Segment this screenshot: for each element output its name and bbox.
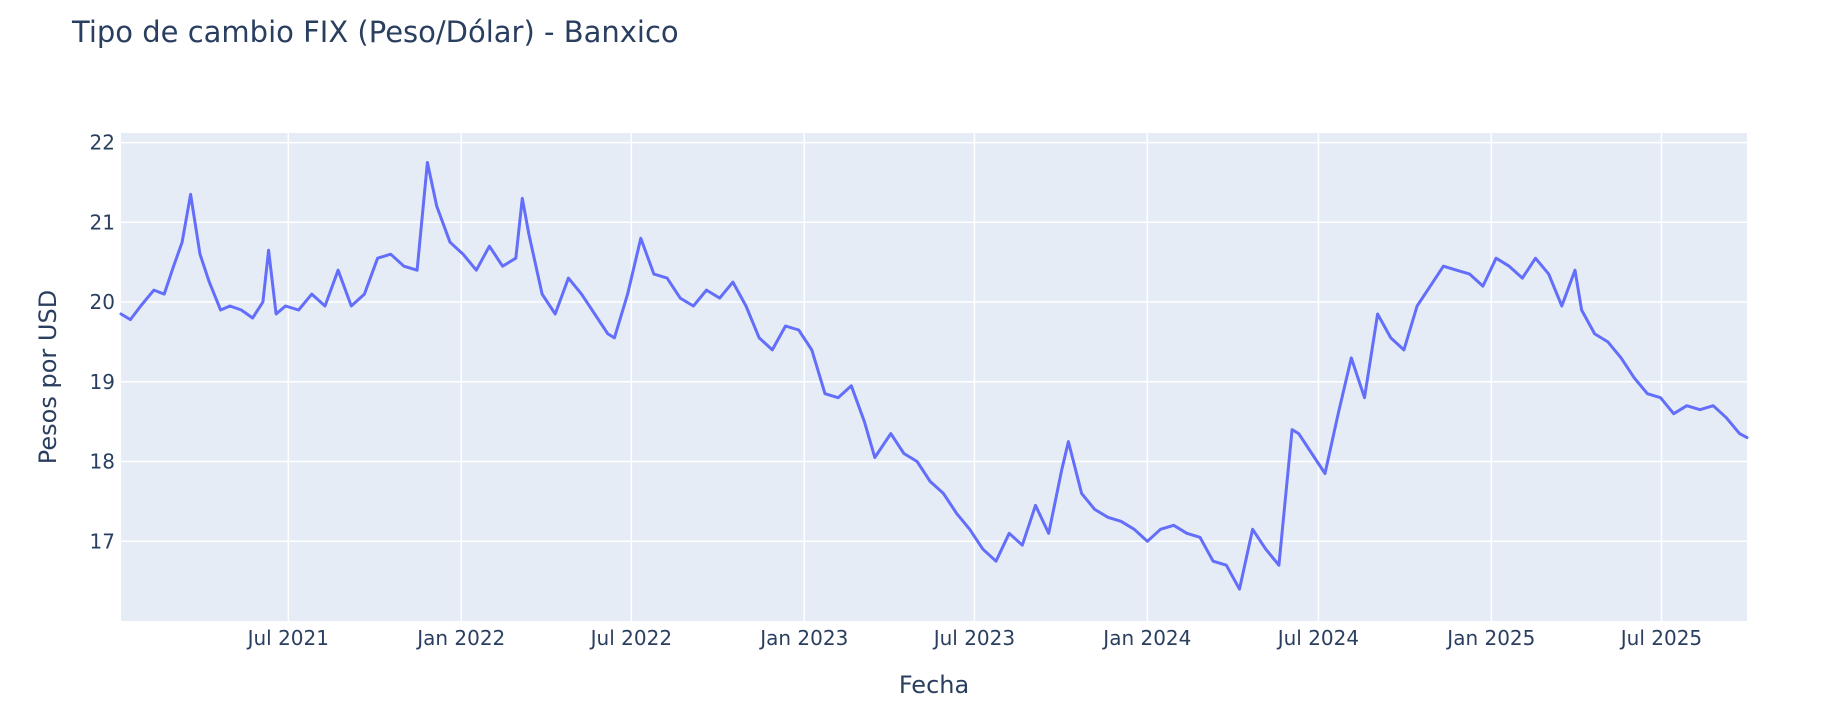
series-line (119, 161, 1749, 591)
x-tick-label: Jul 2023 (932, 626, 1015, 650)
x-tick-label: Jul 2024 (1276, 626, 1359, 650)
y-tick-label: 20 (90, 290, 115, 314)
y-tick-label: 18 (90, 450, 115, 474)
y-tick-label: 22 (90, 131, 115, 155)
x-tick-label: Jan 2024 (1101, 626, 1191, 650)
y-gridlines (121, 141, 1747, 543)
x-tick-label: Jan 2022 (415, 626, 505, 650)
chart-title: Tipo de cambio FIX (Peso/Dólar) - Banxic… (71, 15, 679, 49)
x-axis-title: Fecha (899, 671, 969, 699)
x-tick-label: Jan 2023 (758, 626, 848, 650)
x-tick-label: Jan 2025 (1445, 626, 1535, 650)
y-tick-labels: 17 18 19 20 21 22 (90, 131, 115, 554)
y-tick-label: 17 (90, 529, 115, 553)
y-tick-label: 21 (90, 210, 115, 234)
x-tick-label: Jul 2021 (246, 626, 329, 650)
x-tick-labels: Jul 2021 Jan 2022 Jul 2022 Jan 2023 Jul 2023… (246, 626, 1703, 650)
y-tick-label: 19 (90, 370, 115, 394)
x-tick-label: Jul 2022 (589, 626, 672, 650)
x-tick-label: Jul 2025 (1619, 626, 1702, 650)
plot-area (121, 133, 1747, 621)
series-layer (119, 161, 1749, 591)
y-axis-title: Pesos por USD (34, 290, 62, 464)
x-gridlines (287, 133, 1663, 621)
